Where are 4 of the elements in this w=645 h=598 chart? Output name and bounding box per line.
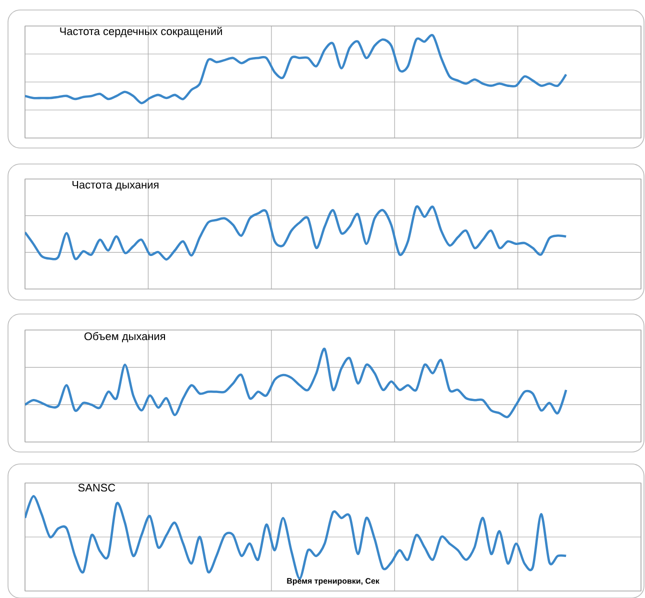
chart-title: Объем дыхания (84, 332, 166, 342)
chart-title: Частота сердечных сокращений (60, 26, 222, 38)
chart-title: SANSC (78, 484, 116, 492)
chart-title: Частота дыхания (72, 180, 158, 191)
